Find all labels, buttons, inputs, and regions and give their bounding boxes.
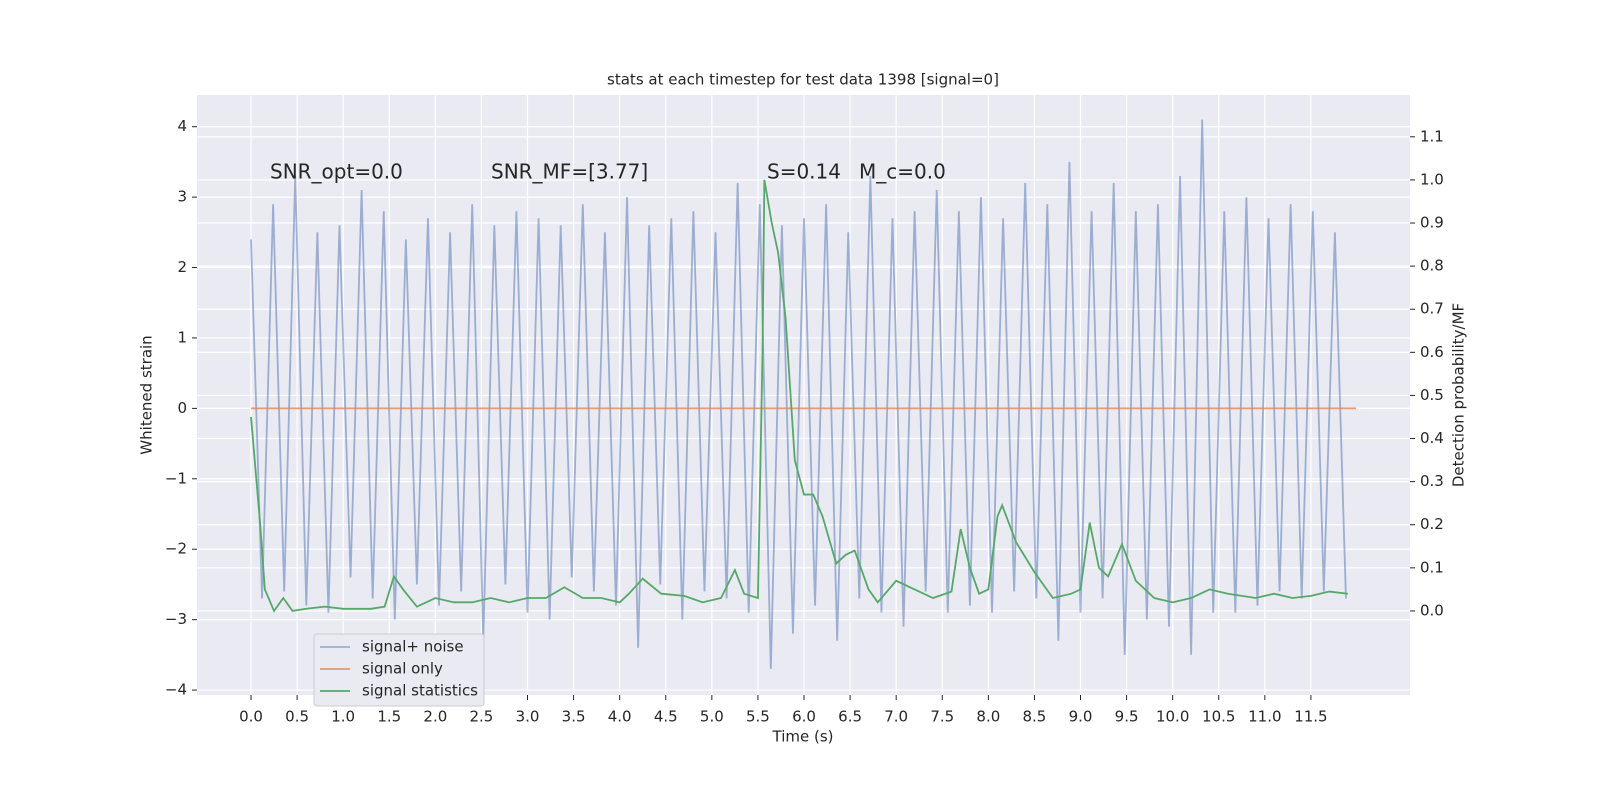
annotation: M_c=0.0 — [859, 160, 946, 184]
x-tick-label: 1.0 — [331, 708, 355, 726]
y-tick-label: 2 — [177, 258, 187, 276]
y2-tick-label: 0.3 — [1420, 472, 1444, 490]
y-tick-label: −1 — [165, 469, 187, 487]
y-tick-label: 3 — [177, 188, 187, 206]
y-tick-label: −3 — [165, 610, 187, 628]
x-tick-label: 0.5 — [285, 708, 309, 726]
y2-tick-label: 1.1 — [1420, 127, 1444, 145]
y2-tick-label: 0.7 — [1420, 300, 1444, 318]
x-tick-label: 3.0 — [516, 708, 540, 726]
x-tick-label: 6.0 — [792, 708, 816, 726]
y2-axis-label: Detection probability/MF — [1450, 303, 1468, 487]
annotation: SNR_MF=[3.77] — [491, 160, 648, 184]
x-tick-label: 4.5 — [654, 708, 678, 726]
x-tick-label: 3.5 — [562, 708, 586, 726]
y-tick-label: −4 — [165, 681, 187, 699]
x-tick-label: 7.0 — [884, 708, 908, 726]
x-tick-label: 10.5 — [1202, 708, 1235, 726]
y2-tick-label: 1.0 — [1420, 170, 1444, 188]
x-tick-label: 1.5 — [377, 708, 401, 726]
series-line — [250, 179, 1348, 613]
legend-label: signal+ noise — [362, 638, 464, 656]
y2-tick-label: 0.6 — [1420, 343, 1444, 361]
x-axis-label: Time (s) — [772, 728, 834, 746]
y-tick-label: 1 — [177, 328, 187, 346]
x-tick-label: 4.0 — [608, 708, 632, 726]
x-tick-label: 5.0 — [700, 708, 724, 726]
x-tick-label: 5.5 — [746, 708, 770, 726]
x-tick-label: 8.0 — [976, 708, 1000, 726]
annotation: SNR_opt=0.0 — [270, 160, 403, 184]
x-tick-label: 2.5 — [469, 708, 493, 726]
chart-title: stats at each timestep for test data 139… — [607, 71, 999, 89]
y-tick-label: 0 — [177, 399, 187, 417]
y-tick-label: 4 — [177, 117, 187, 135]
y2-tick-label: 0.8 — [1420, 257, 1444, 275]
y2-tick-label: 0.5 — [1420, 386, 1444, 404]
x-tick-label: 11.0 — [1248, 708, 1281, 726]
x-tick-label: 9.5 — [1115, 708, 1139, 726]
y2-tick-label: 0.2 — [1420, 515, 1444, 533]
legend-label: signal statistics — [362, 682, 478, 700]
x-tick-label: 2.0 — [423, 708, 447, 726]
series-line — [250, 119, 1347, 669]
annotation: S=0.14 — [767, 160, 841, 184]
x-tick-label: 10.0 — [1156, 708, 1189, 726]
x-tick-label: 8.5 — [1022, 708, 1046, 726]
legend-label: signal only — [362, 660, 443, 678]
x-tick-label: 6.5 — [838, 708, 862, 726]
x-tick-label: 7.5 — [930, 708, 954, 726]
x-tick-label: 0.0 — [239, 708, 263, 726]
legend-box — [313, 633, 485, 707]
y-tick-label: −2 — [165, 540, 187, 558]
y2-tick-label: 0.9 — [1420, 214, 1444, 232]
y2-tick-label: 0.1 — [1420, 558, 1444, 576]
x-tick-label: 9.0 — [1069, 708, 1093, 726]
y2-tick-label: 0.0 — [1420, 601, 1444, 619]
y-axis-label: Whitened strain — [138, 335, 156, 454]
x-tick-label: 11.5 — [1294, 708, 1327, 726]
y2-tick-label: 0.4 — [1420, 429, 1444, 447]
